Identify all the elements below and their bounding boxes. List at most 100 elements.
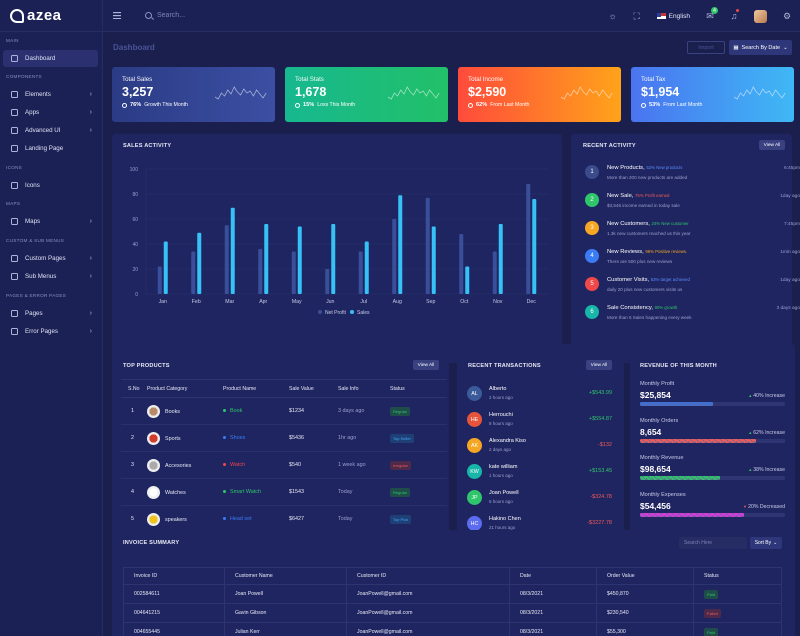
invoice-date: 08/3/2021 [509,603,597,623]
transaction-name: Alberto [489,386,507,392]
avatar: HE [467,412,482,427]
transaction-item[interactable]: JP Joan Powell 5 hours ago -$324.78 [467,488,612,510]
bar-net-profit[interactable] [258,249,263,294]
activity-number-badge: 1 [585,165,599,179]
bar-net-profit[interactable] [425,197,430,294]
status-cell: Paid [693,622,782,636]
import-button[interactable]: Import [687,41,725,54]
bar-sales[interactable] [532,199,537,294]
revenue-value: 8,654 [640,427,662,437]
sidebar-item-apps[interactable]: Apps › [3,104,98,121]
table-row[interactable]: 5 speakers Head set $6427 Today Top Pick [121,505,447,533]
table-row[interactable]: 004655445 Julian Kerr JoanPowell@gmail.com… [123,622,782,636]
sidebar-item-pages[interactable]: Pages › [3,305,98,322]
bar-net-profit[interactable] [325,269,330,294]
sidebar-item-sub-menus[interactable]: Sub Menus › [3,268,98,285]
bar-sales[interactable] [331,224,336,294]
user-avatar[interactable] [746,0,774,32]
sidebar-item-elements[interactable]: Elements › [3,86,98,103]
table-row[interactable]: 004641215 Gavin Gibson JoanPowell@gmail.co… [123,603,782,623]
sidebar-item-advanced-ui[interactable]: Advanced UI › [3,122,98,139]
bar-net-profit[interactable] [392,219,397,294]
bar-net-profit[interactable] [459,234,464,294]
bar-sales[interactable] [431,226,436,295]
x-tick-label: Dec [527,299,537,305]
sale-info: 3 days ago [338,397,390,425]
activity-time: 7:45pm [784,222,800,227]
transaction-item[interactable]: AL Alberto 2 hours ago +$543.99 [467,384,612,406]
product-name-cell: Book [223,397,289,425]
mail-icon[interactable]: ✉ 4 [698,0,722,32]
theme-toggle-icon[interactable]: ☼ [608,11,617,21]
sidebar-item-icons[interactable]: Icons [3,177,98,194]
bar-net-profit[interactable] [492,251,497,295]
bar-net-profit[interactable] [526,184,531,294]
bar-sales[interactable] [163,241,168,295]
main-content: Dashboard Import ▦ Search By Date ⌄ Total … [103,32,800,636]
bar-net-profit[interactable] [191,251,196,295]
table-row[interactable]: 4 Watches Smart Watch $1543 Today Regular [121,478,447,506]
activity-item[interactable]: 1 New Products, 52% New products More than… [585,165,800,187]
transaction-item[interactable]: AK Alexandra Kiso 2 days ago -$132 [467,436,612,458]
top-products-view-all-button[interactable]: View All [413,360,439,370]
bar-net-profit[interactable] [157,266,162,295]
bar-sales[interactable] [197,232,202,294]
search-by-date-button[interactable]: ▦ Search By Date ⌄ [729,40,792,55]
transaction-item[interactable]: HC Hakino Chen 21 hours ago -$3227.78 [467,514,612,536]
table-row[interactable]: 1 Books Book $1234 3 days ago Regular [121,397,447,425]
transaction-item[interactable]: KW kate william 1 hours ago +$153.45 [467,462,612,484]
activity-number-badge: 5 [585,277,599,291]
invoice-search-input[interactable]: Search Here [679,537,747,549]
bar-net-profit[interactable] [358,251,363,295]
bar-sales[interactable] [398,195,403,294]
logo[interactable]: azea [0,0,103,32]
invoice-summary-title: INVOICE SUMMARY [123,540,180,546]
bar-sales[interactable] [498,224,503,294]
sidebar-item-maps[interactable]: Maps › [3,213,98,230]
settings-gear-icon[interactable]: ⚙ [782,10,792,21]
activity-item[interactable]: 5 Customer Visits, 53% target achieved dai… [585,277,800,299]
activity-item[interactable]: 2 New Sale, 75% Profit earned $3,546 incom… [585,193,800,215]
transaction-item[interactable]: HE Herrouchi 8 hours ago +$554.87 [467,410,612,432]
activity-item[interactable]: 3 New Customers, 24% New customer 1.3k new… [585,221,800,243]
y-tick-label: 60 [132,217,138,223]
sidebar-item-dashboard[interactable]: Dashboard [3,50,98,67]
fullscreen-icon[interactable]: ⛶ [633,10,640,21]
menu-toggle-icon[interactable] [103,0,131,32]
table-row[interactable]: 2 Sports Shoes $5436 1hr ago Top Seller [121,424,447,452]
sort-by-button[interactable]: Sort By ⌄ [750,537,782,549]
bar-net-profit[interactable] [291,251,296,295]
notification-dot [736,9,739,12]
status-badge: Top Seller [390,433,414,443]
sidebar-item-custom-pages[interactable]: Custom Pages › [3,250,98,267]
order-value: $450,870 [596,584,694,604]
bar-sales[interactable] [364,241,369,295]
header-search[interactable]: Search... [145,12,185,19]
transactions-view-all-button[interactable]: View All [586,360,612,370]
chevron-down-icon: ⌄ [783,44,788,51]
language-label: English [668,12,690,20]
table-row[interactable]: 3 Accesories Watch $540 1 week ago Irregular [121,451,447,479]
bar-net-profit[interactable] [224,225,229,294]
activity-description: More than 200 new products are added [607,175,688,180]
avatar: JP [467,490,482,505]
stat-card: Total Stats 1,678 15% Loss This Month [285,67,448,122]
bar-sales[interactable] [230,207,235,294]
column-header: Product Category [147,379,223,398]
table-row[interactable]: 002584611 Joan Powell JoanPowell@gmail.com… [123,584,782,604]
sidebar-item-label: Custom Pages [25,255,66,262]
sidebar-item-error-pages[interactable]: Error Pages › [3,323,98,340]
activity-item[interactable]: 6 Sale Consistency, 90% growth. More than … [585,305,800,327]
bar-sales[interactable] [264,224,269,294]
search-input[interactable]: Search... [157,12,186,19]
top-products-card: TOP PRODUCTS View All S.No Product Catego… [112,344,449,552]
bar-sales[interactable] [465,266,470,295]
revenue-progress-fill [640,476,720,480]
language-selector[interactable]: English [649,13,698,20]
activity-item[interactable]: 4 New Reviews, 96% Positive reviews. There… [585,249,800,271]
sidebar-item-landing-page[interactable]: Landing Page [3,140,98,157]
top-products-table: S.No Product Category Product Name Sale Val… [121,379,447,533]
notification-bell-icon[interactable]: ♫ [730,9,739,21]
bar-sales[interactable] [297,226,302,295]
recent-activity-view-all-button[interactable]: View All [759,140,785,150]
